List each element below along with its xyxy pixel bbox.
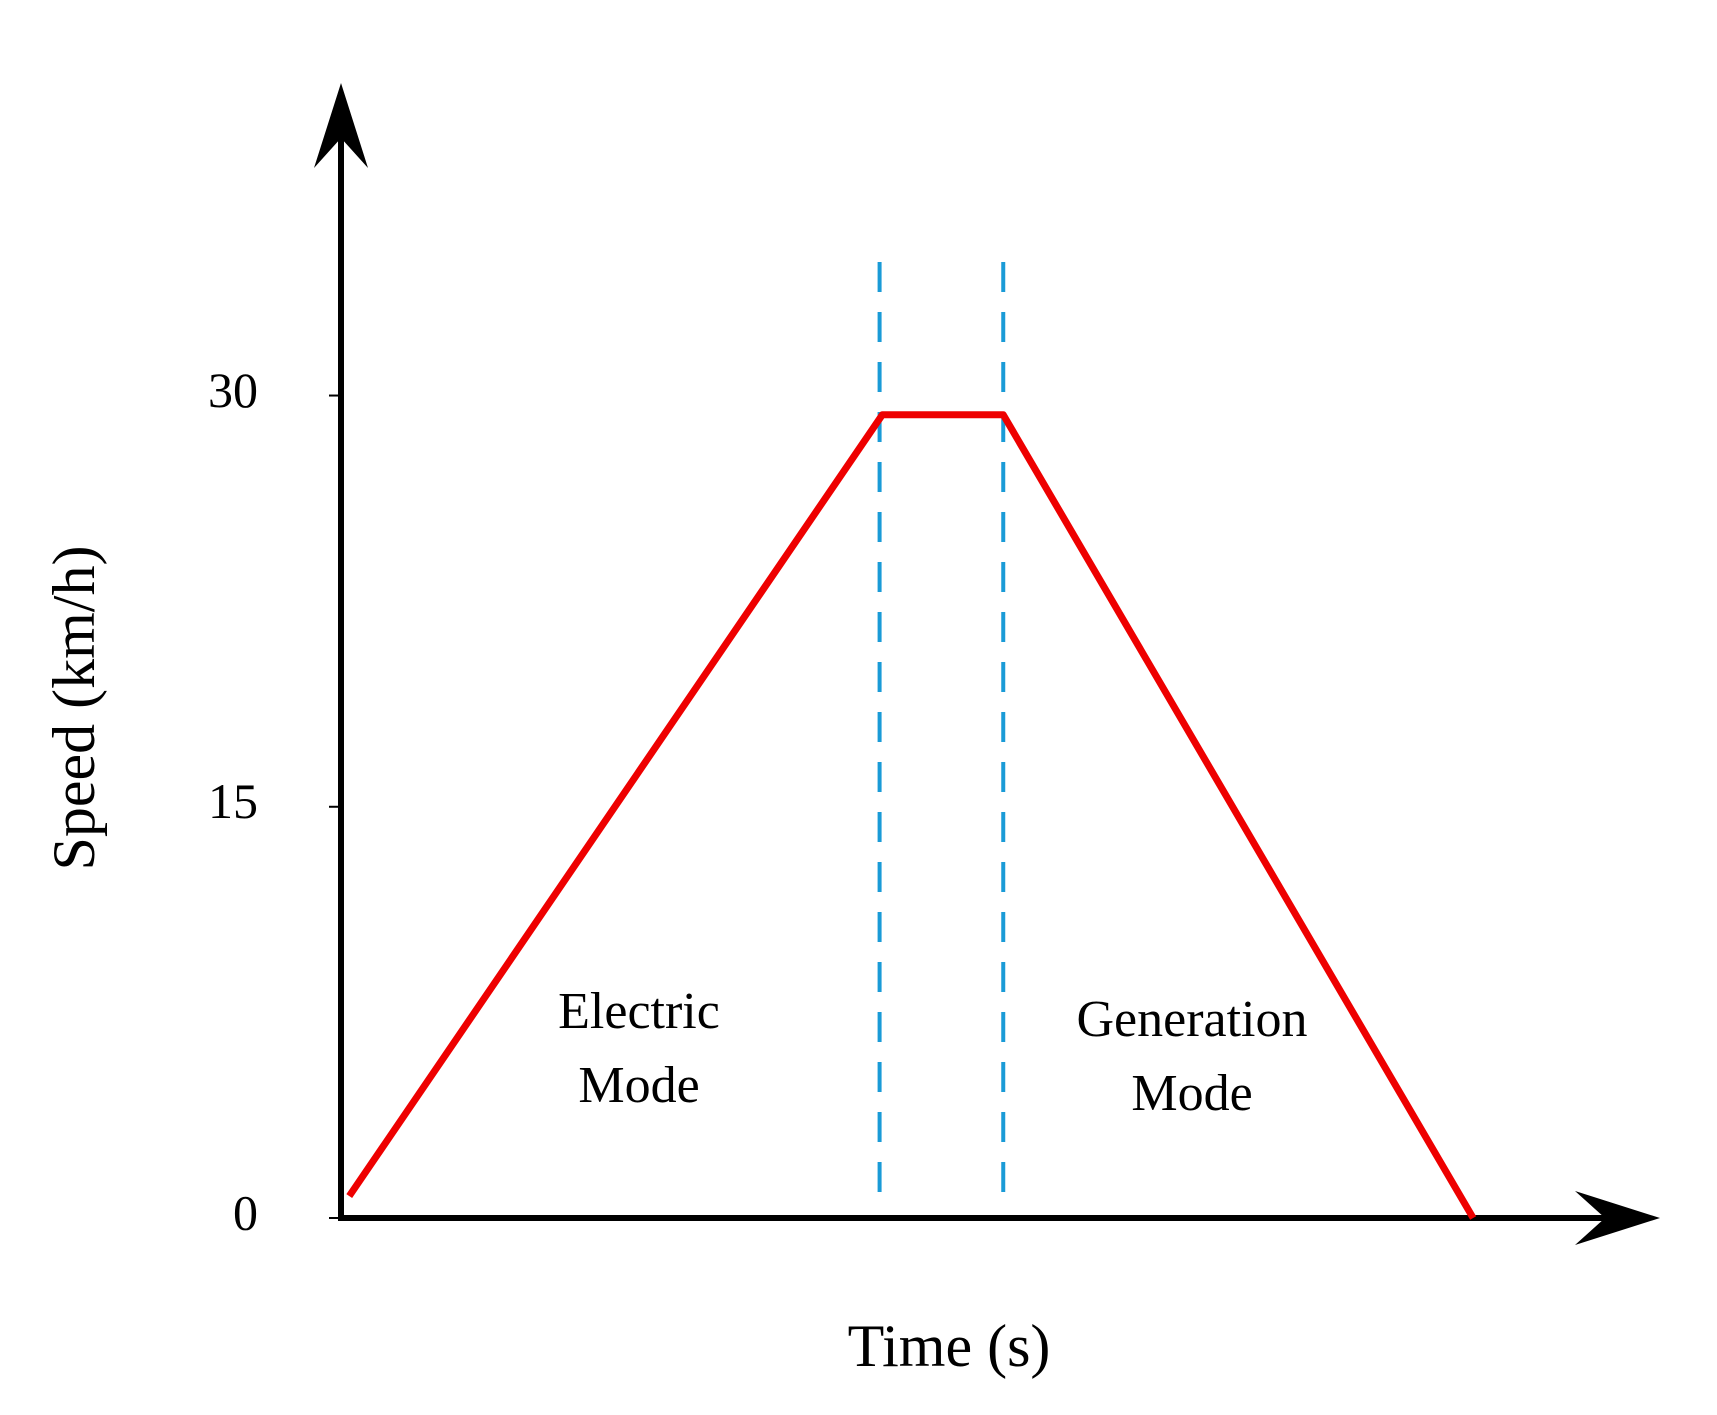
mode-annotation: Mode (578, 1057, 699, 1114)
y-tick-label: 0 (233, 1184, 258, 1240)
speed-line (346, 411, 1477, 1220)
y-axis-arrow (314, 83, 368, 168)
y-tick-label: 15 (208, 773, 258, 829)
mode-annotation: Electric (558, 983, 720, 1040)
mode-annotation: Mode (1131, 1065, 1252, 1122)
mode-annotation: Generation (1076, 991, 1307, 1048)
y-tick-label: 30 (208, 362, 258, 418)
y-axis-label: Speed (km/h) (41, 546, 107, 871)
x-axis-label: Time (s) (848, 1313, 1051, 1379)
x-axis-arrow (1575, 1191, 1660, 1245)
